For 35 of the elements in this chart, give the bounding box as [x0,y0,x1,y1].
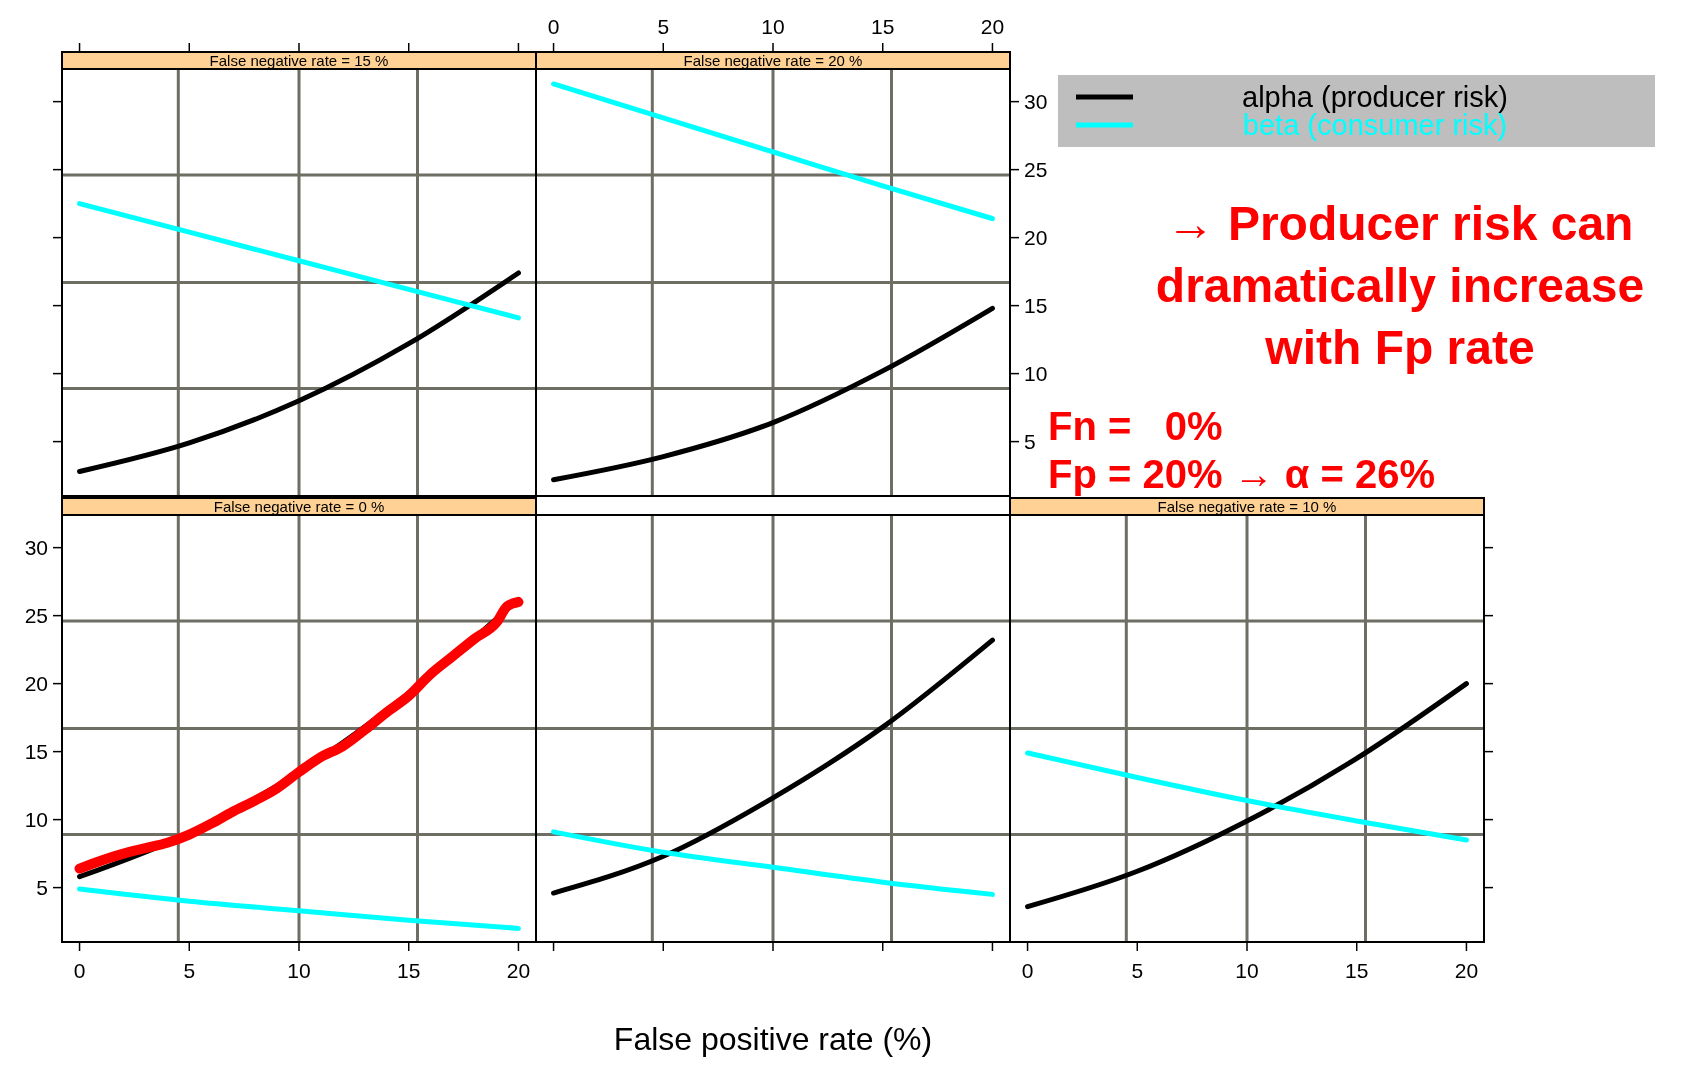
y-tick-label: 15 [1024,293,1048,317]
y-tick-label: 30 [1024,89,1048,113]
y-tick-label: 30 [24,535,48,559]
text: alpha (producer risk) [1242,81,1508,113]
y-tick-label: 10 [24,807,48,831]
y-tick-label: 15 [24,739,48,763]
chart-title: False negative rate = 10 % [1157,498,1337,515]
x-tick-label: 15 [397,959,421,982]
x-tick-label: 10 [761,15,785,38]
x-tick-label: 20 [1454,959,1479,982]
chart-title: False negative rate = 20 % [683,52,863,69]
y-tick-label: 25 [24,603,48,627]
chart-title: False negative rate = 15 % [209,52,389,69]
x-tick-label: 20 [506,959,531,982]
x-tick-label: 0 [73,959,86,982]
x-tick-label: 20 [980,15,1005,38]
chart-title: False negative rate = 0 % [213,498,385,515]
y-tick-label: 20 [1024,225,1048,249]
y-tick-label: 5 [36,875,48,899]
text: Fn = 0% Fp = 20% → α = 26% [1048,404,1435,496]
y-tick-label: 10 [1024,361,1048,385]
x-tick-label: 5 [1131,959,1144,982]
x-tick-label: 5 [657,15,670,38]
text: → Producer risk can dramatically increase with Fp rate [1155,197,1645,374]
x-axis-title: False positive rate (%) [613,1021,933,1057]
x-tick-label: 10 [287,959,311,982]
x-tick-label: 5 [183,959,196,982]
x-tick-label: 0 [547,15,560,38]
x-tick-label: 15 [871,15,895,38]
x-tick-label: 15 [1345,959,1369,982]
x-tick-label: 0 [1021,959,1034,982]
y-tick-label: 25 [1024,157,1048,181]
x-tick-label: 10 [1235,959,1259,982]
y-tick-label: 5 [1024,429,1036,453]
y-tick-label: 20 [24,671,48,695]
